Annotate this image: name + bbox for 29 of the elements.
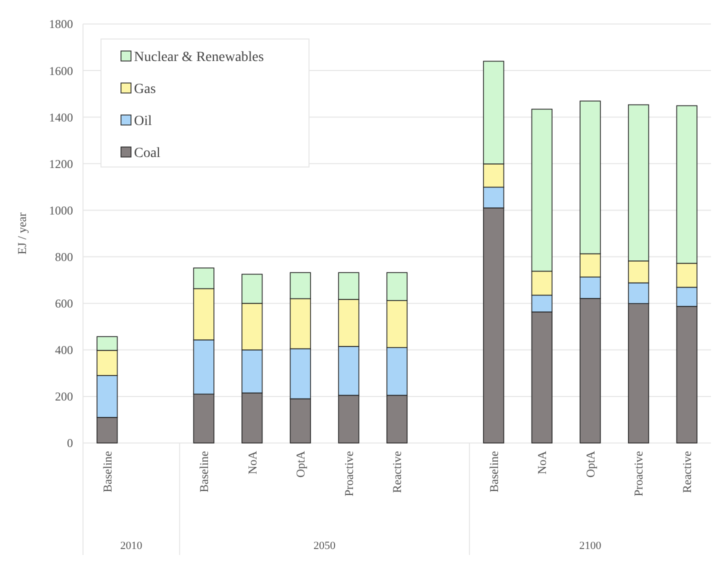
- x-tick-label: Baseline: [486, 451, 501, 492]
- legend-label: Gas: [134, 82, 156, 97]
- y-tick-label: 800: [55, 250, 73, 264]
- x-tick-label: Reactive: [390, 451, 404, 493]
- x-tick-label: Proactive: [632, 451, 646, 496]
- y-axis-title: EJ / year: [15, 212, 29, 254]
- x-tick-label: NoA: [535, 450, 550, 474]
- y-tick-label: 1800: [49, 17, 73, 32]
- x-tick-label: Reactive: [680, 451, 694, 493]
- text: 2050: [314, 540, 336, 552]
- y-tick-label: 400: [55, 343, 73, 358]
- y-tick-label: 1600: [49, 64, 73, 78]
- y-tick-label: 200: [55, 390, 73, 404]
- text: 2010: [120, 540, 143, 552]
- x-tick-label: OptA: [583, 450, 598, 478]
- legend-label: Nuclear & Renewables: [134, 50, 264, 65]
- legend-label: Oil: [134, 114, 152, 129]
- legend-label: Coal: [134, 146, 161, 161]
- y-tick-label: 1400: [49, 110, 73, 124]
- y-tick-label: 0: [67, 436, 73, 450]
- y-tick-label: 1200: [49, 156, 73, 171]
- x-tick-label: Baseline: [100, 451, 114, 492]
- text: 2100: [579, 540, 602, 552]
- y-tick-label: 1000: [49, 203, 73, 218]
- x-tick-label: OptA: [294, 450, 308, 478]
- x-tick-label: Baseline: [196, 451, 211, 492]
- x-tick-label: Proactive: [342, 451, 356, 496]
- y-tick-label: 600: [55, 296, 73, 311]
- x-tick-label: NoA: [245, 450, 260, 474]
